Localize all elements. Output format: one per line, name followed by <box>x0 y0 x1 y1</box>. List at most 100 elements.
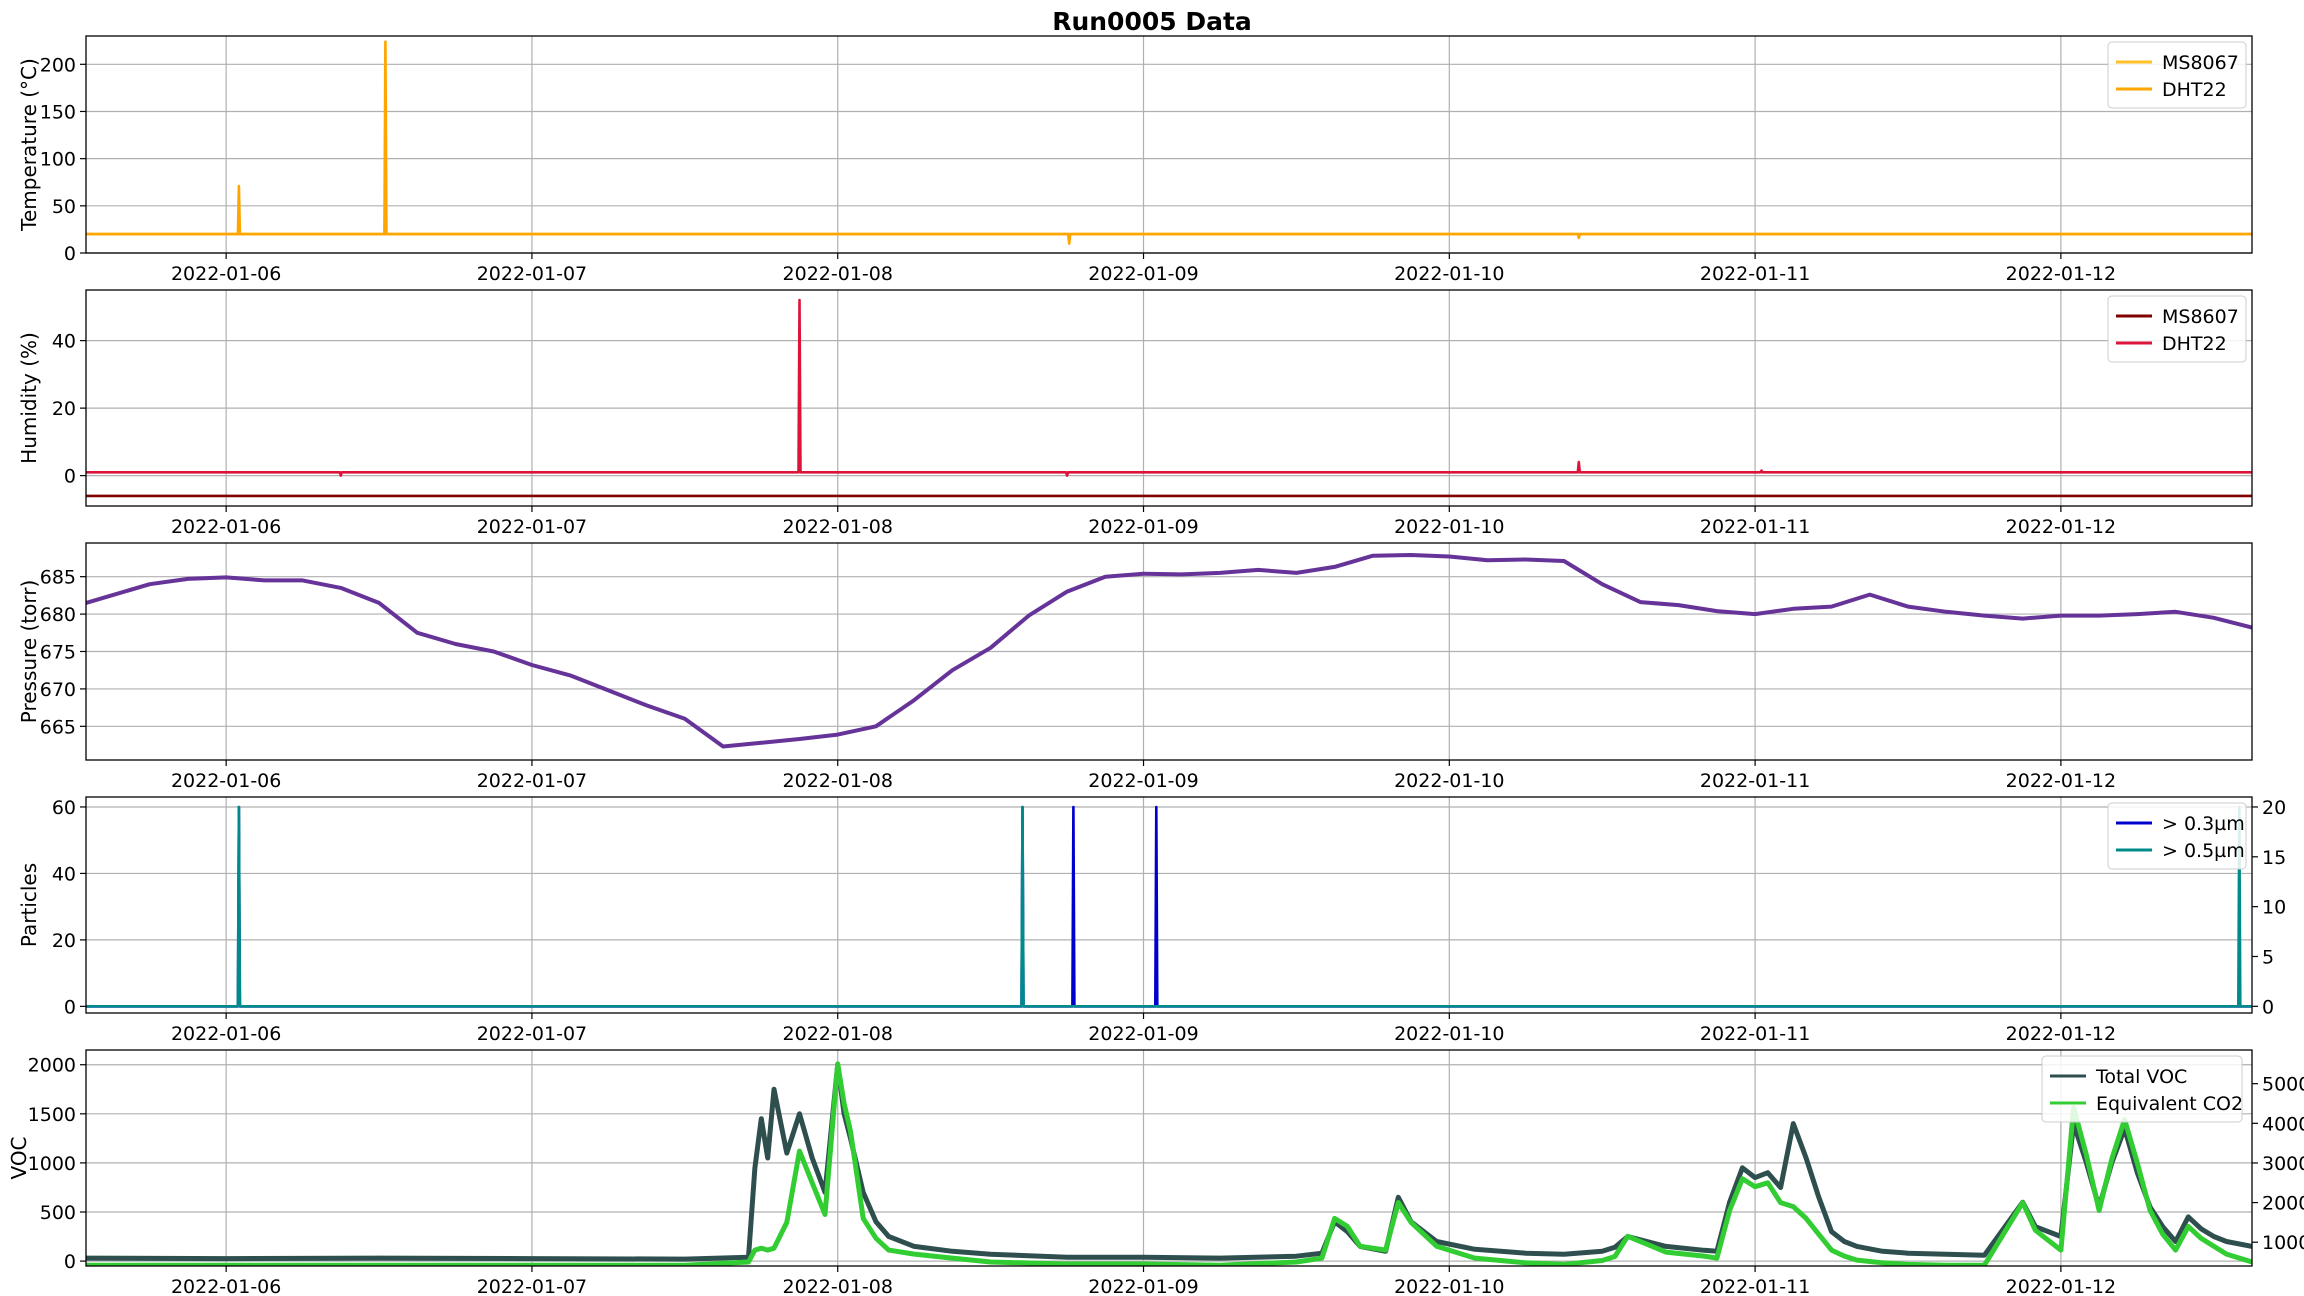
panel-pressure-torr: 2022-01-06 2022-01-07 2022-01-08 2022-01-09… <box>17 542 2253 792</box>
y-tick-label: 40 <box>52 331 76 353</box>
series-line-0-5-m <box>86 805 2252 1008</box>
y-right-tick-label: 4000 <box>2262 1113 2304 1135</box>
panel-voc: 2022-01-06 2022-01-07 2022-01-08 2022-01-09… <box>7 1049 2304 1296</box>
y-right-tick-label: 3000 <box>2262 1153 2304 1175</box>
legend-box <box>2041 1055 2243 1123</box>
x-tick-label: 2022-01-10 <box>1394 1276 1504 1296</box>
y-tick-label: 40 <box>52 863 76 885</box>
y-tick-label: 0 <box>64 996 76 1018</box>
series-line-dht22 <box>86 298 2252 477</box>
y-tick-label: 100 <box>40 149 76 171</box>
x-tick-label: 2022-01-08 <box>783 516 893 538</box>
legend-box <box>2107 802 2247 870</box>
y-tick-label: 670 <box>40 679 76 701</box>
panel-humidity: 2022-01-06 2022-01-07 2022-01-08 2022-01-09… <box>17 289 2253 538</box>
y-axis-label: VOC <box>7 1136 31 1179</box>
panel-temperature-c: 2022-01-06 2022-01-07 2022-01-08 2022-01-09… <box>17 35 2253 285</box>
y-right-tick-label: 0 <box>2262 996 2274 1018</box>
legend: > 0.3µm > 0.5µm <box>2107 802 2247 870</box>
y-axis-label: Pressure (torr) <box>17 580 41 724</box>
x-tick-label: 2022-01-10 <box>1394 1023 1504 1045</box>
series-line-dht22 <box>86 40 2252 245</box>
legend: Total VOC Equivalent CO2 <box>2041 1055 2243 1123</box>
series-line-total-voc <box>86 1062 2252 1262</box>
y-tick-label: 20 <box>52 930 76 952</box>
x-tick-label: 2022-01-09 <box>1088 770 1198 792</box>
series-group <box>86 298 2252 498</box>
y-tick-label: 0 <box>64 1251 76 1273</box>
plot-frame <box>85 35 2253 254</box>
y-right-tick-label: 10 <box>2262 897 2286 919</box>
y-tick-label: 0 <box>64 466 76 488</box>
x-tick-label: 2022-01-06 <box>171 516 281 538</box>
x-tick-label: 2022-01-10 <box>1394 263 1504 285</box>
y-right-tick-label: 1000 <box>2262 1232 2304 1254</box>
y-tick-label: 685 <box>40 567 76 589</box>
x-tick-label: 2022-01-06 <box>171 1276 281 1296</box>
y-tick-label: 2000 <box>28 1055 76 1077</box>
series-line-equivalent-co2 <box>86 1061 2252 1266</box>
panel-particles: 2022-01-06 2022-01-07 2022-01-08 2022-01-09… <box>17 796 2286 1045</box>
plot-frame <box>85 796 2253 1014</box>
y-right-tick-label: 15 <box>2262 847 2286 869</box>
legend-label: DHT22 <box>2162 333 2227 355</box>
x-tick-label: 2022-01-09 <box>1088 1276 1198 1296</box>
y-right-tick-label: 5 <box>2262 946 2274 968</box>
y-right-tick-label: 20 <box>2262 797 2286 819</box>
y-tick-label: 1000 <box>28 1153 76 1175</box>
figure-title: Run0005 Data <box>1052 7 1252 36</box>
legend-label: > 0.3µm <box>2162 813 2245 835</box>
y-axis-label: Humidity (%) <box>17 332 41 464</box>
x-tick-label: 2022-01-06 <box>171 1023 281 1045</box>
x-tick-label: 2022-01-11 <box>1700 770 1810 792</box>
y-tick-label: 1500 <box>28 1104 76 1126</box>
x-tick-label: 2022-01-07 <box>477 516 587 538</box>
legend-label: > 0.5µm <box>2162 840 2245 862</box>
x-tick-label: 2022-01-07 <box>477 1276 587 1296</box>
x-tick-label: 2022-01-09 <box>1088 263 1198 285</box>
x-tick-label: 2022-01-09 <box>1088 516 1198 538</box>
y-tick-label: 665 <box>40 716 76 738</box>
series-line-pressure <box>86 553 2252 749</box>
series-group <box>86 40 2252 245</box>
x-tick-label: 2022-01-09 <box>1088 1023 1198 1045</box>
x-tick-label: 2022-01-11 <box>1700 516 1810 538</box>
x-tick-label: 2022-01-07 <box>477 1023 587 1045</box>
legend-label: Total VOC <box>2095 1066 2187 1088</box>
y-tick-label: 60 <box>52 797 76 819</box>
legend-box <box>2107 41 2247 109</box>
y-tick-label: 50 <box>52 196 76 218</box>
x-tick-label: 2022-01-06 <box>171 263 281 285</box>
legend-label: Equivalent CO2 <box>2096 1093 2243 1115</box>
y-tick-label: 500 <box>40 1202 76 1224</box>
x-tick-label: 2022-01-07 <box>477 770 587 792</box>
plot-frame <box>85 289 2253 507</box>
legend-label: MS8067 <box>2162 52 2239 74</box>
x-tick-label: 2022-01-12 <box>2006 1276 2116 1296</box>
y-right-tick-label: 5000 <box>2262 1074 2304 1096</box>
y-tick-label: 200 <box>40 54 76 76</box>
x-tick-label: 2022-01-12 <box>2006 1023 2116 1045</box>
plot-frame <box>85 1049 2253 1267</box>
series-group <box>86 805 2252 1008</box>
x-tick-label: 2022-01-12 <box>2006 263 2116 285</box>
x-tick-label: 2022-01-11 <box>1700 263 1810 285</box>
series-group <box>86 1061 2252 1266</box>
plot-frame <box>85 542 2253 761</box>
y-right-tick-label: 2000 <box>2262 1193 2304 1215</box>
legend: MS8067 DHT22 <box>2107 41 2247 109</box>
legend-label: DHT22 <box>2162 79 2227 101</box>
x-tick-label: 2022-01-08 <box>783 1023 893 1045</box>
series-group <box>86 553 2252 749</box>
y-tick-label: 20 <box>52 398 76 420</box>
x-tick-label: 2022-01-08 <box>783 770 893 792</box>
x-tick-label: 2022-01-11 <box>1700 1276 1810 1296</box>
x-tick-label: 2022-01-12 <box>2006 516 2116 538</box>
x-tick-label: 2022-01-08 <box>783 263 893 285</box>
legend: MS8607 DHT22 <box>2107 295 2247 363</box>
y-tick-label: 0 <box>64 243 76 265</box>
x-tick-label: 2022-01-08 <box>783 1276 893 1296</box>
y-tick-label: 675 <box>40 642 76 664</box>
x-tick-label: 2022-01-07 <box>477 263 587 285</box>
